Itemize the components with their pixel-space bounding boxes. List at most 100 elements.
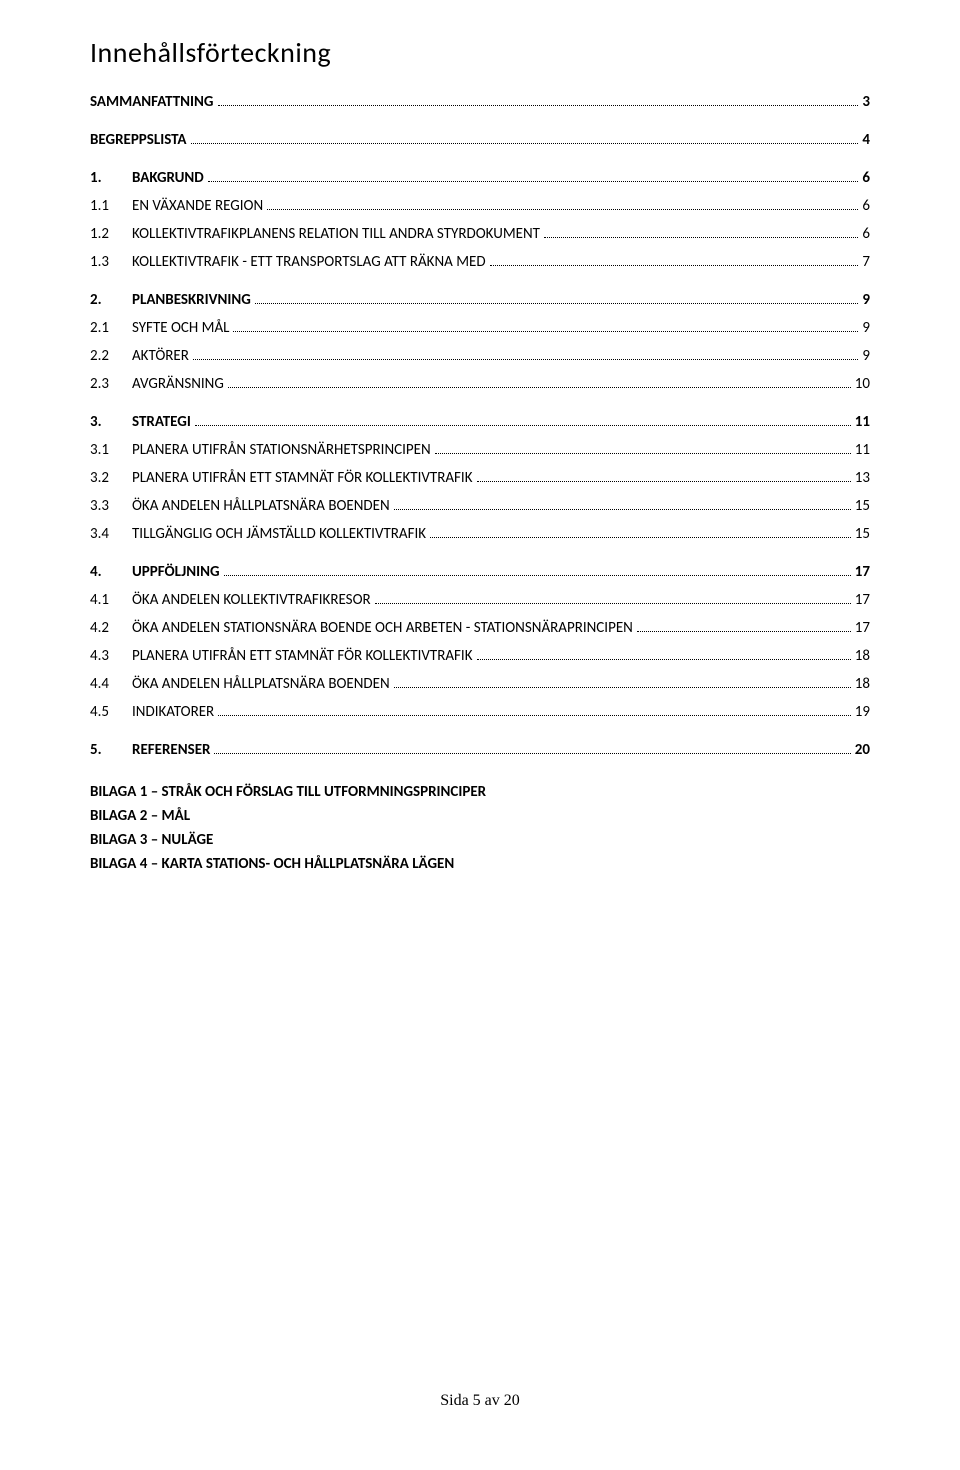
toc-dots <box>214 753 850 754</box>
toc-entry: 4.4ÖKA ANDELEN HÅLLPLATSNÄRA BOENDEN 18 <box>90 672 870 696</box>
toc-dots <box>430 537 851 538</box>
toc-entry: 3.3ÖKA ANDELEN HÅLLPLATSNÄRA BOENDEN 15 <box>90 494 870 518</box>
toc-number: 1.1 <box>90 194 132 218</box>
toc-label: INDIKATORER <box>132 700 214 724</box>
toc-label: PLANERA UTIFRÅN ETT STAMNÄT FÖR KOLLEKTI… <box>132 466 473 490</box>
toc-label: ÖKA ANDELEN KOLLEKTIVTRAFIKRESOR <box>132 588 371 612</box>
appendix-line: BILAGA 4 – KARTA STATIONS- OCH HÅLLPLATS… <box>90 852 870 876</box>
toc-dots <box>375 603 851 604</box>
toc-label: KOLLEKTIVTRAFIK - ETT TRANSPORTSLAG ATT … <box>132 250 486 274</box>
toc-label: ÖKA ANDELEN HÅLLPLATSNÄRA BOENDEN <box>132 494 390 518</box>
toc-dots <box>435 453 851 454</box>
toc-entry: 4.UPPFÖLJNING 17 <box>90 560 870 584</box>
toc-dots <box>208 181 859 182</box>
toc-entry: 1.3KOLLEKTIVTRAFIK - ETT TRANSPORTSLAG A… <box>90 250 870 274</box>
toc-page: 3 <box>862 90 870 114</box>
toc-entry: 3.4TILLGÄNGLIG OCH JÄMSTÄLLD KOLLEKTIVTR… <box>90 522 870 546</box>
toc-page: 6 <box>862 194 870 218</box>
toc-page: 17 <box>855 588 870 612</box>
toc-entry: 3.2PLANERA UTIFRÅN ETT STAMNÄT FÖR KOLLE… <box>90 466 870 490</box>
toc-page: 4 <box>862 128 870 152</box>
toc-dots <box>394 687 851 688</box>
toc-label: BAKGRUND <box>132 166 204 190</box>
toc-label: ÖKA ANDELEN STATIONSNÄRA BOENDE OCH ARBE… <box>132 616 633 640</box>
toc-label: EN VÄXANDE REGION <box>132 194 263 218</box>
toc-page: 18 <box>855 672 870 696</box>
toc-label: SYFTE OCH MÅL <box>132 316 229 340</box>
toc-entry: 2.3AVGRÄNSNING 10 <box>90 372 870 396</box>
toc-page: 19 <box>855 700 870 724</box>
toc-entry: 2.1SYFTE OCH MÅL 9 <box>90 316 870 340</box>
toc-number: 3.3 <box>90 494 132 518</box>
toc-number: 2. <box>90 288 132 312</box>
page-footer: Sida 5 av 20 <box>0 1392 960 1410</box>
toc-entry: 2.2AKTÖRER 9 <box>90 344 870 368</box>
toc-number: 4.1 <box>90 588 132 612</box>
toc-entry: 3.STRATEGI 11 <box>90 410 870 434</box>
toc-label: TILLGÄNGLIG OCH JÄMSTÄLLD KOLLEKTIVTRAFI… <box>132 522 426 546</box>
toc-entry: 1.1EN VÄXANDE REGION 6 <box>90 194 870 218</box>
toc-entry: 1.2KOLLEKTIVTRAFIKPLANENS RELATION TILL … <box>90 222 870 246</box>
appendix-line: BILAGA 1 – STRÅK OCH FÖRSLAG TILL UTFORM… <box>90 780 870 804</box>
toc-number: 4.2 <box>90 616 132 640</box>
toc-label: AVGRÄNSNING <box>132 372 224 396</box>
toc-dots <box>195 425 851 426</box>
toc-page: 6 <box>862 222 870 246</box>
toc-page: 17 <box>855 616 870 640</box>
toc-entry: 4.3PLANERA UTIFRÅN ETT STAMNÄT FÖR KOLLE… <box>90 644 870 668</box>
toc-label: KOLLEKTIVTRAFIKPLANENS RELATION TILL AND… <box>132 222 540 246</box>
toc-number: 3.2 <box>90 466 132 490</box>
toc-label: PLANERA UTIFRÅN ETT STAMNÄT FÖR KOLLEKTI… <box>132 644 473 668</box>
toc-number: 1.3 <box>90 250 132 274</box>
toc-page: 9 <box>862 288 870 312</box>
toc-page: 13 <box>855 466 870 490</box>
toc-number: 4.4 <box>90 672 132 696</box>
toc-page: 11 <box>855 410 870 434</box>
toc-entry: SAMMANFATTNING 3 <box>90 90 870 114</box>
toc-page: 11 <box>855 438 870 462</box>
toc-entry: 2.PLANBESKRIVNING 9 <box>90 288 870 312</box>
toc-dots <box>267 209 858 210</box>
toc-page: 20 <box>855 738 870 762</box>
toc-entry: 3.1PLANERA UTIFRÅN STATIONSNÄRHETSPRINCI… <box>90 438 870 462</box>
toc-dots <box>637 631 851 632</box>
toc-title: Innehållsförteckning <box>90 35 870 70</box>
toc-number: 4. <box>90 560 132 584</box>
toc-dots <box>193 359 858 360</box>
toc-page: 15 <box>855 522 870 546</box>
toc-dots <box>255 303 859 304</box>
toc-dots <box>218 715 851 716</box>
toc-entry: 5.REFERENSER 20 <box>90 738 870 762</box>
toc-number: 2.1 <box>90 316 132 340</box>
toc-number: 3.4 <box>90 522 132 546</box>
appendix-list: BILAGA 1 – STRÅK OCH FÖRSLAG TILL UTFORM… <box>90 780 870 876</box>
toc-number: 3. <box>90 410 132 434</box>
toc-page: 15 <box>855 494 870 518</box>
toc-page: 7 <box>862 250 870 274</box>
toc-entry: 1.BAKGRUND 6 <box>90 166 870 190</box>
toc-label: SAMMANFATTNING <box>90 90 214 114</box>
toc-label: AKTÖRER <box>132 344 189 368</box>
toc-dots <box>228 387 851 388</box>
toc-number: 2.3 <box>90 372 132 396</box>
toc-page: 18 <box>855 644 870 668</box>
toc-dots <box>477 481 851 482</box>
toc-dots <box>191 143 859 144</box>
toc-number: 1.2 <box>90 222 132 246</box>
toc-number: 3.1 <box>90 438 132 462</box>
toc-label: REFERENSER <box>132 738 210 762</box>
toc-number: 5. <box>90 738 132 762</box>
toc-page: 9 <box>862 344 870 368</box>
toc-entry: 4.1ÖKA ANDELEN KOLLEKTIVTRAFIKRESOR 17 <box>90 588 870 612</box>
toc-label: ÖKA ANDELEN HÅLLPLATSNÄRA BOENDEN <box>132 672 390 696</box>
toc-number: 4.5 <box>90 700 132 724</box>
toc-page: 17 <box>855 560 870 584</box>
toc-label: PLANBESKRIVNING <box>132 288 251 312</box>
appendix-line: BILAGA 2 – MÅL <box>90 804 870 828</box>
toc-dots <box>394 509 851 510</box>
toc-list: SAMMANFATTNING 3 BEGREPPSLISTA 4 1.BAKGRUN… <box>90 90 870 762</box>
toc-label: PLANERA UTIFRÅN STATIONSNÄRHETSPRINCIPEN <box>132 438 431 462</box>
toc-number: 1. <box>90 166 132 190</box>
appendix-line: BILAGA 3 – NULÄGE <box>90 828 870 852</box>
toc-entry: BEGREPPSLISTA 4 <box>90 128 870 152</box>
